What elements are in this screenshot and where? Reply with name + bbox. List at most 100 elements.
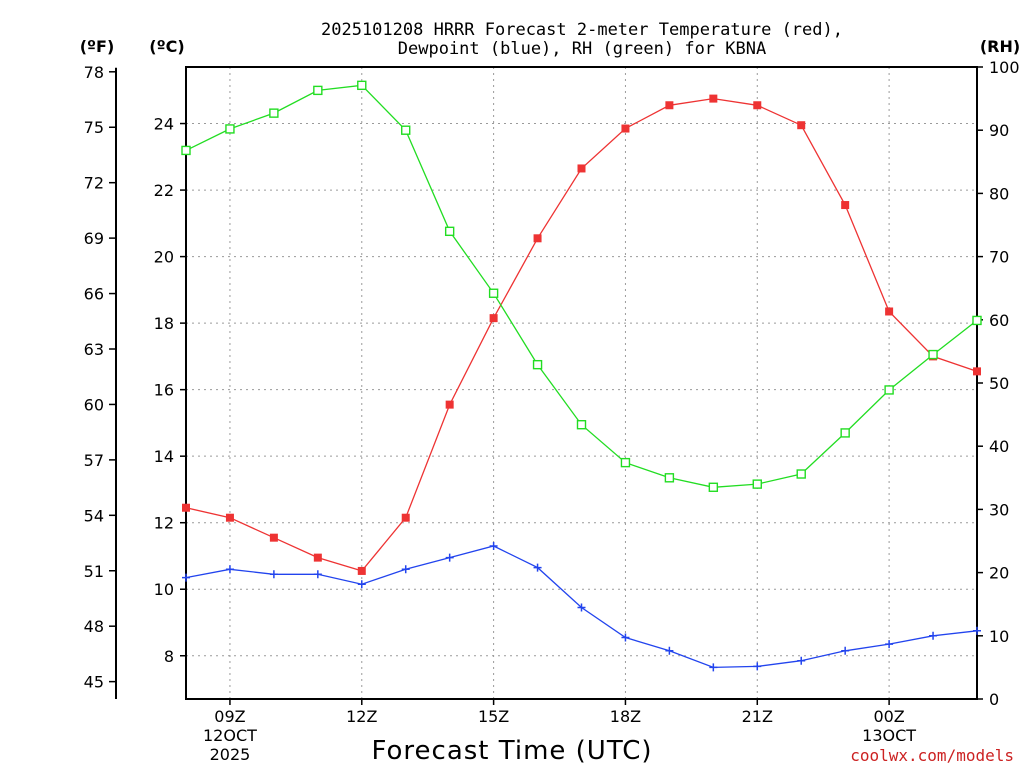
rh-marker bbox=[928, 349, 938, 360]
dewpoint-series bbox=[182, 541, 981, 672]
rh-marker bbox=[488, 288, 499, 298]
fahrenheit-tick-label: 57 bbox=[84, 451, 104, 470]
fahrenheit-tick-label: 66 bbox=[84, 285, 104, 304]
dewpoint-marker bbox=[577, 603, 586, 612]
fahrenheit-tick-label: 78 bbox=[84, 63, 104, 82]
celsius-tick-label: 16 bbox=[154, 381, 174, 400]
x-tick-date-label: 12OCT bbox=[203, 726, 257, 745]
celsius-tick-label: 22 bbox=[154, 181, 174, 200]
rh-marker bbox=[620, 457, 631, 468]
fahrenheit-tick-label: 75 bbox=[84, 118, 104, 137]
fahrenheit-tick-label: 63 bbox=[84, 340, 104, 359]
temperature-marker bbox=[841, 201, 850, 210]
rh-marker bbox=[884, 385, 894, 395]
rh-tick-label: 30 bbox=[989, 500, 1009, 519]
dewpoint-marker bbox=[269, 570, 278, 579]
dewpoint-marker bbox=[709, 663, 718, 672]
chart-title-line-2: Dewpoint (blue), RH (green) for KBNA bbox=[398, 39, 766, 59]
rh-tick-label: 40 bbox=[989, 437, 1009, 456]
rh-tick-label: 100 bbox=[989, 58, 1020, 77]
dewpoint-marker bbox=[401, 565, 410, 574]
chart-title-line-1: 2025101208 HRRR Forecast 2-meter Tempera… bbox=[321, 20, 843, 40]
rh-marker bbox=[401, 125, 411, 135]
rh-marker bbox=[225, 124, 235, 134]
temperature-marker bbox=[489, 314, 498, 323]
rh-tick-label: 60 bbox=[989, 311, 1009, 330]
chart-title: 2025101208 HRRR Forecast 2-meter Tempera… bbox=[321, 20, 843, 59]
rh-marker bbox=[708, 482, 719, 492]
rh-tick-label: 20 bbox=[989, 564, 1009, 583]
dewpoint-marker bbox=[182, 573, 190, 582]
temperature-marker bbox=[665, 101, 674, 110]
x-tick-year-label: 2025 bbox=[210, 745, 251, 764]
celsius-tick-label: 12 bbox=[154, 514, 174, 533]
temperature-marker bbox=[357, 566, 366, 575]
temperature-marker bbox=[269, 533, 278, 542]
temperature-marker bbox=[182, 503, 190, 512]
rh-marker bbox=[181, 145, 191, 156]
temperature-marker bbox=[885, 307, 894, 316]
celsius-tick-label: 10 bbox=[154, 580, 174, 599]
dewpoint-marker bbox=[445, 553, 454, 562]
tick-labels: 45 48 51 54 57 60 63 66 69 72 75 78 8 10 12 14 16 18 20 22 2… bbox=[84, 58, 1020, 764]
x-tick-date-label: 13OCT bbox=[862, 726, 916, 745]
temperature-marker bbox=[445, 400, 454, 409]
rh-marker bbox=[796, 469, 806, 479]
rh-marker bbox=[576, 420, 587, 430]
celsius-tick-label: 24 bbox=[154, 115, 174, 134]
fahrenheit-unit-label: (ºF) bbox=[80, 37, 115, 56]
rh-marker bbox=[840, 428, 850, 438]
temperature-marker bbox=[401, 513, 410, 522]
temperature-series bbox=[182, 94, 981, 575]
fahrenheit-tick-label: 72 bbox=[84, 174, 104, 193]
rh-marker bbox=[444, 226, 455, 237]
x-tick-label: 15Z bbox=[478, 707, 509, 726]
rh-marker bbox=[357, 80, 367, 91]
dewpoint-marker bbox=[621, 633, 630, 642]
dewpoint-marker bbox=[753, 662, 762, 671]
temperature-marker bbox=[797, 121, 806, 130]
dewpoint-marker bbox=[973, 626, 981, 635]
x-tick-label: 18Z bbox=[610, 707, 641, 726]
dewpoint-marker bbox=[929, 631, 938, 640]
rh-marker bbox=[532, 359, 543, 370]
axes bbox=[109, 66, 983, 705]
temperature-marker bbox=[313, 553, 322, 562]
temperature-marker bbox=[709, 94, 718, 103]
temperature-marker bbox=[577, 164, 586, 173]
rh-tick-label: 0 bbox=[989, 690, 999, 709]
dewpoint-marker bbox=[885, 640, 894, 649]
fahrenheit-tick-label: 51 bbox=[84, 562, 104, 581]
dewpoint-marker bbox=[797, 656, 806, 665]
celsius-tick-label: 20 bbox=[154, 248, 174, 267]
temperature-marker bbox=[225, 513, 234, 522]
rh-marker bbox=[664, 473, 675, 483]
credit-text: coolwx.com/models bbox=[850, 746, 1014, 765]
dewpoint-marker bbox=[357, 580, 366, 589]
rh-tick-label: 50 bbox=[989, 374, 1009, 393]
temperature-marker bbox=[973, 367, 981, 376]
x-tick-label: 12Z bbox=[346, 707, 377, 726]
temperature-marker bbox=[533, 234, 542, 243]
dewpoint-marker bbox=[313, 570, 322, 579]
x-axis-label: Forecast Time (UTC) bbox=[371, 736, 652, 766]
fahrenheit-tick-label: 45 bbox=[84, 673, 104, 692]
dewpoint-marker bbox=[225, 565, 234, 574]
celsius-unit-label: (ºC) bbox=[149, 37, 184, 56]
x-tick-label: 21Z bbox=[742, 707, 773, 726]
fahrenheit-tick-label: 54 bbox=[84, 506, 104, 525]
celsius-tick-label: 14 bbox=[154, 447, 174, 466]
x-tick-label: 09Z bbox=[214, 707, 245, 726]
rh-marker bbox=[972, 315, 982, 326]
dewpoint-marker bbox=[533, 563, 542, 572]
dewpoint-marker bbox=[665, 646, 674, 655]
rh-tick-label: 70 bbox=[989, 248, 1009, 267]
rh-marker bbox=[269, 108, 279, 118]
x-tick-label: 00Z bbox=[873, 707, 904, 726]
temperature-marker bbox=[621, 124, 630, 133]
fahrenheit-tick-label: 60 bbox=[84, 395, 104, 414]
rh-tick-label: 90 bbox=[989, 121, 1009, 140]
celsius-tick-label: 8 bbox=[164, 647, 174, 666]
temperature-marker bbox=[753, 101, 762, 110]
